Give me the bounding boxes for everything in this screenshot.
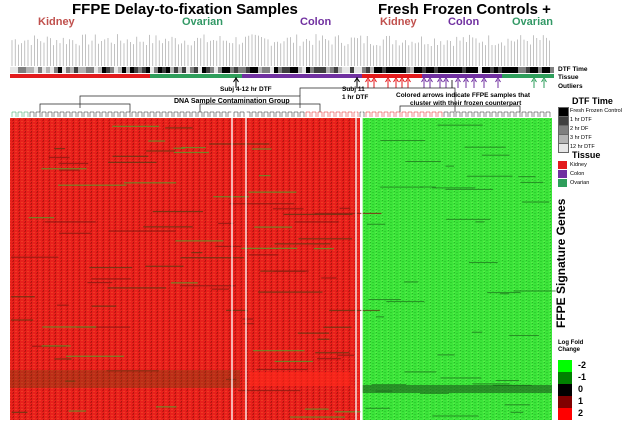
row-label-dtf-time: DTF Time [558,66,588,73]
annotation-subj-b-2: 1 hr DTF [342,94,369,101]
annotation-arrows-note-2: cluster with their frozen counterpart [410,100,522,107]
outlier-arrows [233,77,547,88]
tissue-bar [10,74,554,78]
outlier-arrow [481,77,487,88]
dendrogram [11,87,551,117]
scale-swatch [558,384,572,396]
title-frozen: Fresh Frozen Controls + [378,1,551,18]
highlight-box-b [355,109,363,423]
highlight-box-a [231,109,247,423]
column-labels [11,34,550,66]
outlier-arrow [393,77,399,88]
outlier-arrow [443,77,449,88]
tissue-label-ovarian-ffpe: Ovarian [182,16,223,28]
legend-dtf-swatch [558,143,569,153]
legend-dtf-label: 1 hr DTF [570,117,592,123]
outlier-arrow [427,77,433,88]
scale-title-1: Log Fold [558,340,584,346]
legend-tissue-swatch [558,170,567,178]
annotation-leaders [235,77,453,88]
outlier-arrow [495,77,501,88]
dtf-time-bar [10,67,554,73]
legend-dtf-label: 2 hr DF [570,126,589,132]
outlier-arrow [541,77,547,88]
scale-tick-label: -2 [578,360,587,370]
outlier-arrow [365,77,371,88]
legend-dtf-label: 3 hr DTF [570,135,592,141]
heatmap-frozen-block [362,118,552,420]
heatmap-streaks [10,124,556,418]
scale-tick-label: -1 [578,372,587,382]
outlier-arrow [399,77,405,88]
tissue-label-colon-frozen: Colon [448,16,480,28]
annotation-subj-a: Subj 4-12 hr DTF [220,86,272,93]
legend-tissue-swatch [558,179,567,187]
heatmap [10,109,556,423]
tissue-label-ovarian-frozen: Ovarian [512,16,553,28]
legend-tissue-label: Ovarian [570,180,590,186]
color-scale [558,360,572,420]
scale-tick-label: 0 [578,384,584,394]
scale-tick-label: 2 [578,408,584,418]
legend-tissue-label: Colon [570,171,585,177]
outlier-arrow [463,77,469,88]
scale-title-2: Change [558,347,581,353]
outlier-arrow [371,77,377,88]
outlier-arrow [471,77,477,88]
legend-dtf-title: DTF Time [572,96,613,106]
outlier-arrow [531,77,537,88]
outlier-arrow [455,77,461,88]
tissue-label-kidney-frozen: Kidney [380,16,417,28]
title-ffpe: FFPE Delay-to-fixation Samples [72,1,298,18]
legend-tissue-swatch [558,161,567,169]
scale-swatch [558,372,572,384]
outlier-arrow [405,77,411,88]
axis-title-ffpe-signature-genes: FFPE Signature Genes [554,198,568,328]
tissue-label-colon-ffpe: Colon [300,16,332,28]
tissue-label-kidney-ffpe: Kidney [38,16,75,28]
legend-tissue-label: Kidney [570,162,587,168]
scale-tick-label: 1 [578,396,584,406]
scale-swatch [558,408,572,420]
scale-swatch [558,360,572,372]
row-label-outliers: Outliers [558,83,583,90]
outlier-arrow [385,77,391,88]
annotation-subj-b-1: Subj 11 [342,86,365,93]
outlier-arrow [421,77,427,88]
annotation-arrows-note-1: Colored arrows indicate FFPE samples tha… [396,92,531,99]
row-label-tissue: Tissue [558,74,579,81]
outlier-arrow [437,77,443,88]
legend-dtf-label: 12 hr DTF [570,144,595,150]
legend-dtf-label: Fresh Frozen Control [570,108,622,114]
annotation-contamination: DNA Sample Contamination Group [174,98,290,105]
scale-swatch [558,396,572,408]
legend-tissue-title: Tissue [572,150,601,160]
